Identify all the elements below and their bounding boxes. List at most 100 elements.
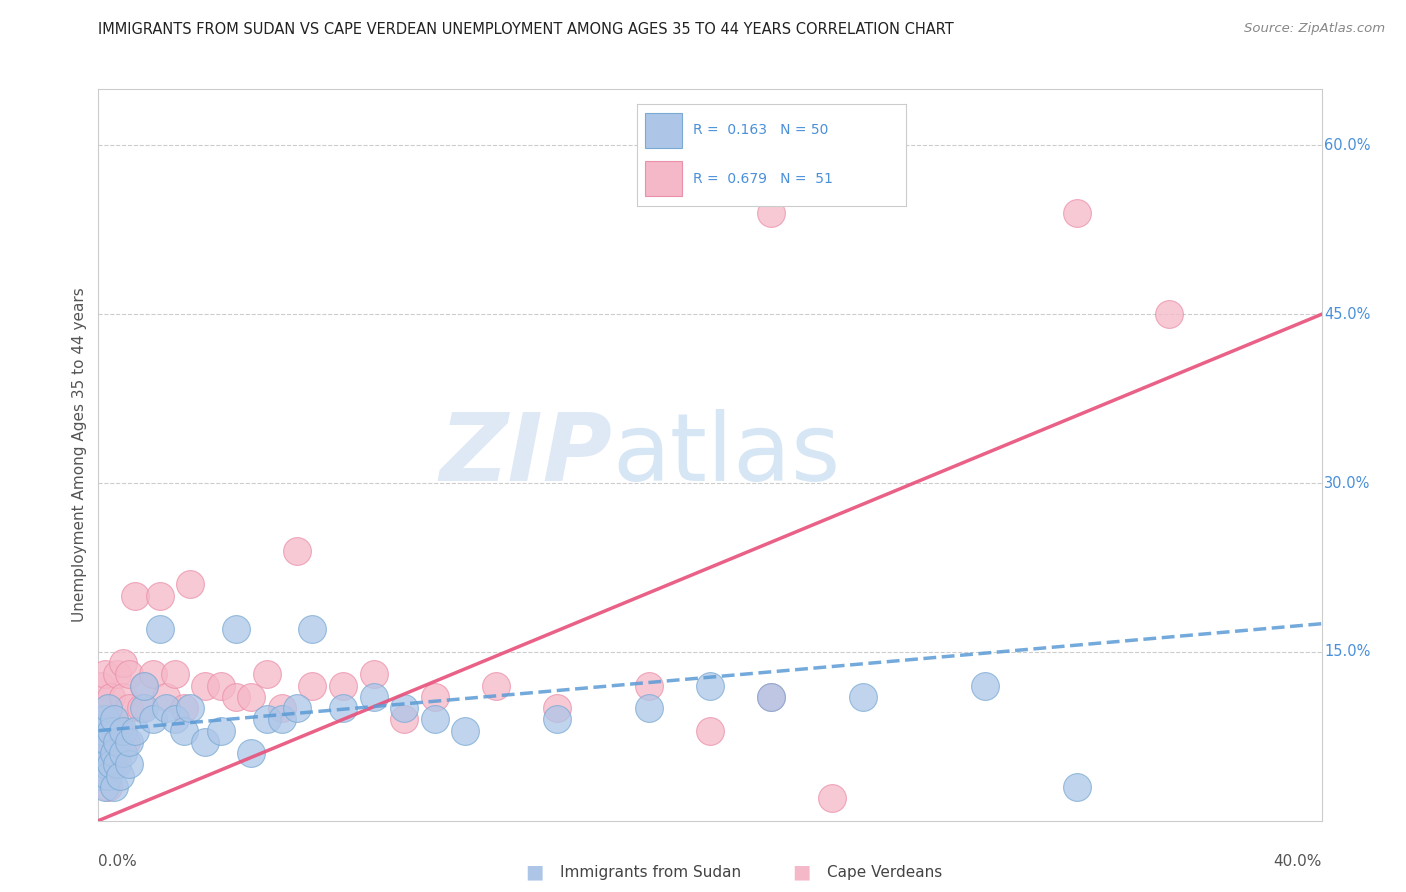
Point: [155, 701, 177, 715]
Point: [118, 757, 141, 772]
Point: [270, 701, 292, 715]
Point: [93, 780, 115, 794]
Text: Cape Verdeans: Cape Verdeans: [827, 865, 942, 880]
Point: [97, 746, 120, 760]
Point: [163, 667, 186, 681]
Text: 40.0%: 40.0%: [1274, 854, 1322, 869]
Y-axis label: Unemployment Among Ages 35 to 44 years: Unemployment Among Ages 35 to 44 years: [72, 287, 87, 623]
Point: [1157, 307, 1180, 321]
Point: [285, 701, 308, 715]
Point: [129, 701, 152, 715]
Point: [105, 746, 128, 760]
Point: [301, 623, 323, 637]
Point: [155, 690, 177, 704]
Point: [332, 701, 354, 715]
Point: [118, 735, 141, 749]
Point: [332, 679, 354, 693]
Point: [97, 780, 120, 794]
Point: [93, 723, 115, 738]
Point: [90, 679, 112, 693]
Point: [134, 701, 156, 715]
Text: Source: ZipAtlas.com: Source: ZipAtlas.com: [1244, 22, 1385, 36]
Point: [103, 712, 125, 726]
Bar: [645, 113, 682, 148]
Point: [142, 667, 165, 681]
Point: [392, 712, 416, 726]
Point: [108, 769, 131, 783]
Point: [93, 712, 115, 726]
Point: [93, 757, 115, 772]
Point: [699, 679, 721, 693]
Point: [256, 712, 278, 726]
Point: [111, 746, 134, 760]
Point: [97, 701, 120, 715]
Point: [118, 701, 141, 715]
Text: IMMIGRANTS FROM SUDAN VS CAPE VERDEAN UNEMPLOYMENT AMONG AGES 35 TO 44 YEARS COR: IMMIGRANTS FROM SUDAN VS CAPE VERDEAN UN…: [98, 22, 955, 37]
Text: Immigrants from Sudan: Immigrants from Sudan: [560, 865, 741, 880]
Text: ■: ■: [792, 863, 811, 882]
Point: [105, 757, 128, 772]
Point: [363, 690, 385, 704]
Point: [105, 735, 128, 749]
Point: [194, 679, 217, 693]
Point: [108, 723, 131, 738]
Point: [699, 723, 721, 738]
Point: [111, 723, 134, 738]
Point: [90, 723, 112, 738]
Point: [225, 623, 247, 637]
Text: ■: ■: [524, 863, 544, 882]
Point: [124, 589, 146, 603]
Point: [392, 701, 416, 715]
Point: [225, 690, 247, 704]
Point: [546, 712, 568, 726]
Point: [821, 791, 844, 805]
Point: [637, 679, 661, 693]
Text: 15.0%: 15.0%: [1324, 644, 1371, 659]
Point: [1066, 780, 1088, 794]
Point: [105, 667, 128, 681]
Point: [240, 690, 263, 704]
Point: [134, 679, 156, 693]
Text: ZIP: ZIP: [439, 409, 612, 501]
Point: [111, 656, 134, 670]
Point: [454, 723, 477, 738]
Point: [301, 679, 323, 693]
Point: [149, 623, 172, 637]
Point: [90, 735, 112, 749]
Point: [423, 690, 446, 704]
Point: [100, 735, 122, 749]
Point: [485, 679, 508, 693]
Point: [209, 679, 232, 693]
Bar: [645, 161, 682, 196]
Point: [759, 690, 782, 704]
Point: [93, 667, 115, 681]
Text: 30.0%: 30.0%: [1324, 475, 1371, 491]
Point: [97, 701, 120, 715]
Point: [100, 757, 122, 772]
Point: [100, 690, 122, 704]
Point: [90, 757, 112, 772]
Text: 0.0%: 0.0%: [98, 854, 138, 869]
Point: [423, 712, 446, 726]
Point: [118, 667, 141, 681]
Text: 60.0%: 60.0%: [1324, 138, 1371, 153]
Point: [90, 746, 112, 760]
Point: [637, 701, 661, 715]
Point: [103, 712, 125, 726]
Point: [163, 712, 186, 726]
Point: [240, 746, 263, 760]
Point: [111, 690, 134, 704]
Point: [363, 667, 385, 681]
Point: [209, 723, 232, 738]
Point: [93, 769, 115, 783]
Text: R =  0.679   N =  51: R = 0.679 N = 51: [693, 171, 832, 186]
Point: [759, 206, 782, 220]
Point: [179, 577, 201, 591]
Point: [852, 690, 875, 704]
Text: R =  0.163   N = 50: R = 0.163 N = 50: [693, 123, 828, 137]
Point: [974, 679, 997, 693]
Point: [115, 735, 138, 749]
Point: [142, 712, 165, 726]
Point: [90, 769, 112, 783]
Point: [149, 589, 172, 603]
